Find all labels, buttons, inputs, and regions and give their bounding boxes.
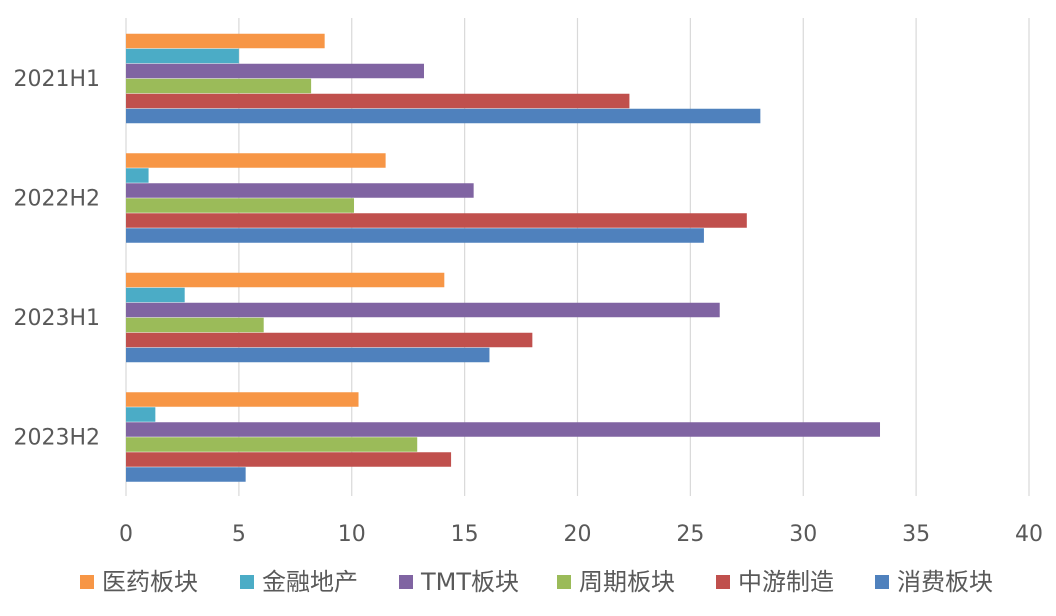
bar-2023H1-医药板块: [126, 272, 445, 288]
bar-2021H1-TMT板块: [126, 63, 424, 79]
x-tick-labels: 0 5 10 15 20 25 30 35 40: [119, 522, 1043, 547]
legend-label: 消费板块: [897, 568, 993, 596]
bar-2022H2-周期板块: [126, 198, 355, 213]
bars-layer: [126, 33, 881, 482]
legend-item: 消费板块: [875, 568, 993, 596]
bar-2022H2-中游制造: [126, 213, 747, 228]
category-labels: 2021H1 2022H2 2023H1 2023H2: [13, 67, 100, 451]
category-label: 2023H1: [13, 306, 100, 331]
legend-label: 中游制造: [738, 568, 834, 596]
legend-swatch: [80, 575, 94, 589]
category-label: 2023H2: [13, 425, 100, 450]
bar-2021H1-周期板块: [126, 78, 312, 94]
bar-2021H1-中游制造: [126, 93, 630, 109]
x-tick-label: 25: [676, 522, 704, 547]
legend-swatch: [875, 575, 889, 589]
legend-swatch: [399, 575, 413, 589]
x-tick-label: 5: [232, 522, 246, 547]
bar-2021H1-医药板块: [126, 33, 325, 49]
bar-2023H1-消费板块: [126, 347, 490, 363]
x-tick-label: 40: [1015, 522, 1043, 547]
legend-item: 周期板块: [557, 568, 675, 596]
bar-2022H2-医药板块: [126, 153, 386, 168]
legend-label: 周期板块: [579, 568, 675, 596]
legend-swatch: [716, 575, 730, 589]
legend-item: 中游制造: [716, 568, 834, 596]
x-tick-label: 35: [902, 522, 930, 547]
legend-label: 医药板块: [102, 568, 198, 596]
bar-2023H2-医药板块: [126, 392, 359, 407]
legend-item: 金融地产: [240, 568, 358, 596]
x-tick-label: 10: [338, 522, 366, 547]
bar-2022H2-金融地产: [126, 168, 149, 183]
legend: 医药板块 金融地产 TMT板块 周期板块 中游制造 消费板块: [80, 568, 993, 596]
category-label: 2021H1: [13, 67, 100, 92]
bar-2023H2-消费板块: [126, 467, 246, 482]
bar-2022H2-消费板块: [126, 228, 704, 243]
x-tick-label: 20: [564, 522, 592, 547]
bar-2023H1-TMT板块: [126, 302, 720, 318]
bar-2023H1-周期板块: [126, 317, 264, 333]
bar-2021H1-消费板块: [126, 108, 761, 124]
legend-item: 医药板块: [80, 568, 198, 596]
x-tick-label: 30: [789, 522, 817, 547]
legend-label: 金融地产: [262, 568, 358, 596]
bar-2023H2-金融地产: [126, 407, 156, 422]
x-tick-label: 15: [451, 522, 479, 547]
bar-2022H2-TMT板块: [126, 183, 474, 198]
bar-2023H2-周期板块: [126, 437, 418, 452]
legend-swatch: [557, 575, 571, 589]
legend-swatch: [240, 575, 254, 589]
bar-2023H2-TMT板块: [126, 422, 881, 437]
legend-item: TMT板块: [399, 568, 519, 596]
bar-2023H1-中游制造: [126, 332, 533, 348]
legend-label: TMT板块: [420, 568, 519, 596]
bar-2023H1-金融地产: [126, 287, 185, 303]
bar-2021H1-金融地产: [126, 48, 239, 64]
bar-2023H2-中游制造: [126, 452, 452, 467]
category-label: 2022H2: [13, 186, 100, 211]
x-tick-label: 0: [119, 522, 133, 547]
